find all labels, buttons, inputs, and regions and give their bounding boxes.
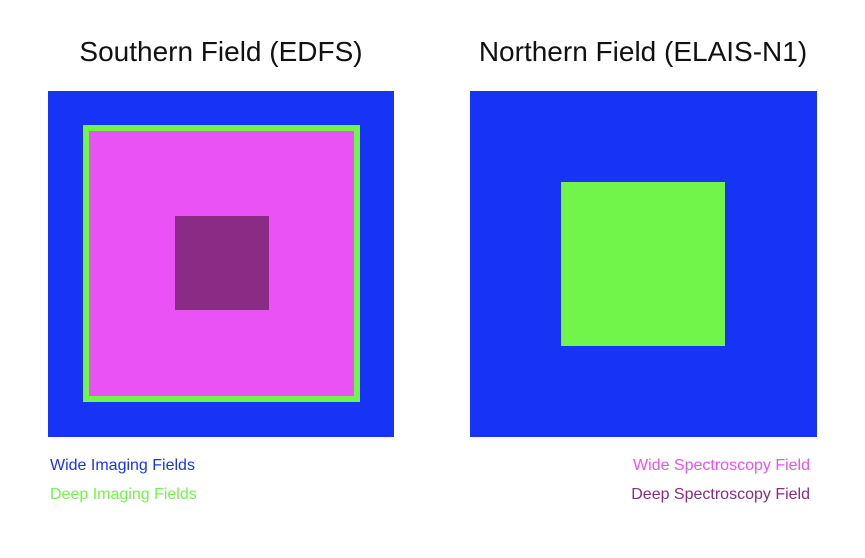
legend-deep-imaging: Deep Imaging Fields (50, 486, 197, 503)
legend-wide-imaging: Wide Imaging Fields (50, 457, 195, 474)
deep-spectroscopy-field (175, 216, 269, 310)
northern-field-title: Northern Field (ELAIS-N1) (478, 36, 808, 67)
southern-field-title: Southern Field (EDFS) (79, 36, 363, 67)
legend-wide-spectroscopy: Wide Spectroscopy Field (633, 457, 810, 474)
legend-deep-spectroscopy: Deep Spectroscopy Field (631, 486, 810, 503)
deep-imaging-field-north (561, 182, 725, 346)
